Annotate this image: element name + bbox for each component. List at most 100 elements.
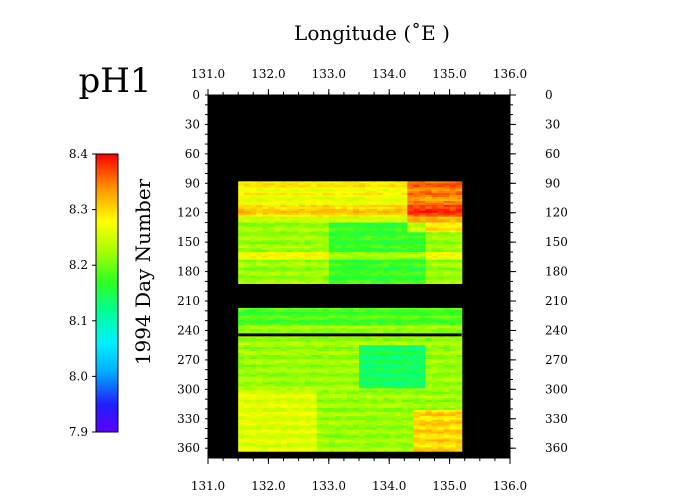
- heatmap-cell: [268, 327, 276, 331]
- heatmap-cell: [401, 443, 408, 446]
- heatmap-cell: [437, 317, 445, 321]
- heatmap-cell: [334, 251, 342, 255]
- heatmap-cell: [455, 360, 463, 364]
- heatmap-cell: [268, 358, 276, 362]
- heatmap-cell: [250, 224, 257, 228]
- heatmap-cell: [268, 202, 276, 206]
- heatmap-cell: [292, 327, 300, 331]
- heatmap-cell: [250, 240, 257, 243]
- heatmap-cell: [443, 323, 451, 327]
- heatmap-cell: [455, 198, 463, 202]
- colorbar-tick-label: 8.0: [69, 369, 88, 383]
- heatmap-cell: [304, 329, 312, 333]
- heatmap-cell: [292, 216, 300, 220]
- heatmap-cell: [310, 380, 318, 384]
- heatmap-cell: [298, 386, 306, 389]
- heatmap-cell: [419, 398, 427, 401]
- heatmap-cell: [274, 360, 282, 364]
- x-tick-label-top: 132.0: [251, 67, 285, 81]
- heatmap-cell: [443, 232, 451, 235]
- heatmap-cell: [340, 193, 348, 196]
- heatmap-cell: [250, 370, 257, 374]
- heatmap-cell: [389, 366, 396, 370]
- heatmap-cell: [346, 279, 354, 282]
- heatmap-cell: [443, 210, 451, 214]
- heatmap-cell: [322, 204, 330, 208]
- heatmap-cell: [274, 259, 282, 263]
- heatmap-cell: [280, 232, 288, 235]
- heatmap-cell: [431, 255, 439, 259]
- heatmap-cell: [401, 248, 408, 251]
- heatmap-cell: [443, 337, 451, 340]
- heatmap-cell: [262, 191, 269, 194]
- heatmap-cell: [365, 230, 372, 233]
- heatmap-cell: [437, 335, 445, 338]
- heatmap-cell: [413, 386, 420, 389]
- heatmap-cell: [334, 228, 342, 231]
- heatmap-cell: [304, 238, 312, 241]
- heatmap-cell: [443, 327, 451, 331]
- heatmap-cell: [238, 187, 245, 190]
- heatmap-cell: [383, 347, 390, 350]
- heatmap-cell: [377, 250, 384, 253]
- heatmap-cell: [310, 349, 318, 352]
- heatmap-cell: [389, 261, 396, 265]
- heatmap-cell: [274, 218, 282, 222]
- heatmap-cell: [407, 226, 414, 230]
- heatmap-cell: [334, 238, 342, 241]
- heatmap-cell: [413, 370, 420, 374]
- heatmap-cell: [395, 437, 402, 440]
- heatmap-cell: [437, 380, 445, 384]
- heatmap-cell: [437, 343, 445, 346]
- heatmap-cell: [280, 187, 288, 190]
- heatmap-cell: [262, 339, 269, 342]
- heatmap-cell: [316, 339, 324, 342]
- heatmap-cell: [365, 335, 372, 338]
- heatmap-cell: [455, 226, 463, 230]
- heatmap-cell: [352, 234, 360, 237]
- heatmap-cell: [262, 349, 269, 352]
- heatmap-cell: [443, 311, 451, 315]
- heatmap-cell: [292, 208, 300, 212]
- heatmap-cell: [389, 232, 396, 235]
- heatmap-cell: [437, 311, 445, 315]
- heatmap-cell: [389, 351, 396, 354]
- heatmap-cell: [328, 277, 336, 281]
- heatmap-cell: [437, 281, 445, 284]
- heatmap-cell: [419, 311, 427, 315]
- heatmap-cell: [449, 183, 457, 186]
- heatmap-cell: [244, 265, 251, 269]
- heatmap-cell: [443, 368, 451, 372]
- heatmap-cell: [322, 273, 330, 277]
- heatmap-cell: [346, 259, 354, 263]
- heatmap-cell: [449, 388, 457, 391]
- heatmap-cell: [274, 273, 282, 277]
- heatmap-cell: [322, 240, 330, 243]
- heatmap-cell: [250, 315, 257, 319]
- heatmap-cell: [328, 183, 336, 186]
- heatmap-cell: [389, 228, 396, 231]
- heatmap-cell: [280, 265, 288, 269]
- heatmap-cell: [455, 195, 463, 198]
- heatmap-cell: [419, 265, 427, 269]
- heatmap-cell: [256, 392, 263, 395]
- heatmap-cell: [455, 244, 463, 247]
- heatmap-cell: [443, 427, 451, 431]
- heatmap-cell: [280, 193, 288, 196]
- heatmap-cell: [298, 372, 306, 376]
- heatmap-cell: [371, 195, 378, 198]
- heatmap-cell: [334, 230, 342, 233]
- heatmap-cell: [455, 329, 463, 333]
- heatmap-cell: [437, 220, 445, 224]
- heatmap-cell: [334, 413, 342, 417]
- heatmap-cell: [455, 281, 463, 284]
- heatmap-cell: [346, 253, 354, 257]
- heatmap-cell: [244, 372, 251, 376]
- heatmap-cell: [359, 313, 366, 317]
- heatmap-cell: [425, 218, 433, 222]
- heatmap-cell: [389, 349, 396, 352]
- heatmap-cell: [359, 376, 366, 380]
- heatmap-cell: [407, 263, 414, 267]
- heatmap-cell: [425, 388, 433, 391]
- heatmap-cell: [286, 347, 294, 350]
